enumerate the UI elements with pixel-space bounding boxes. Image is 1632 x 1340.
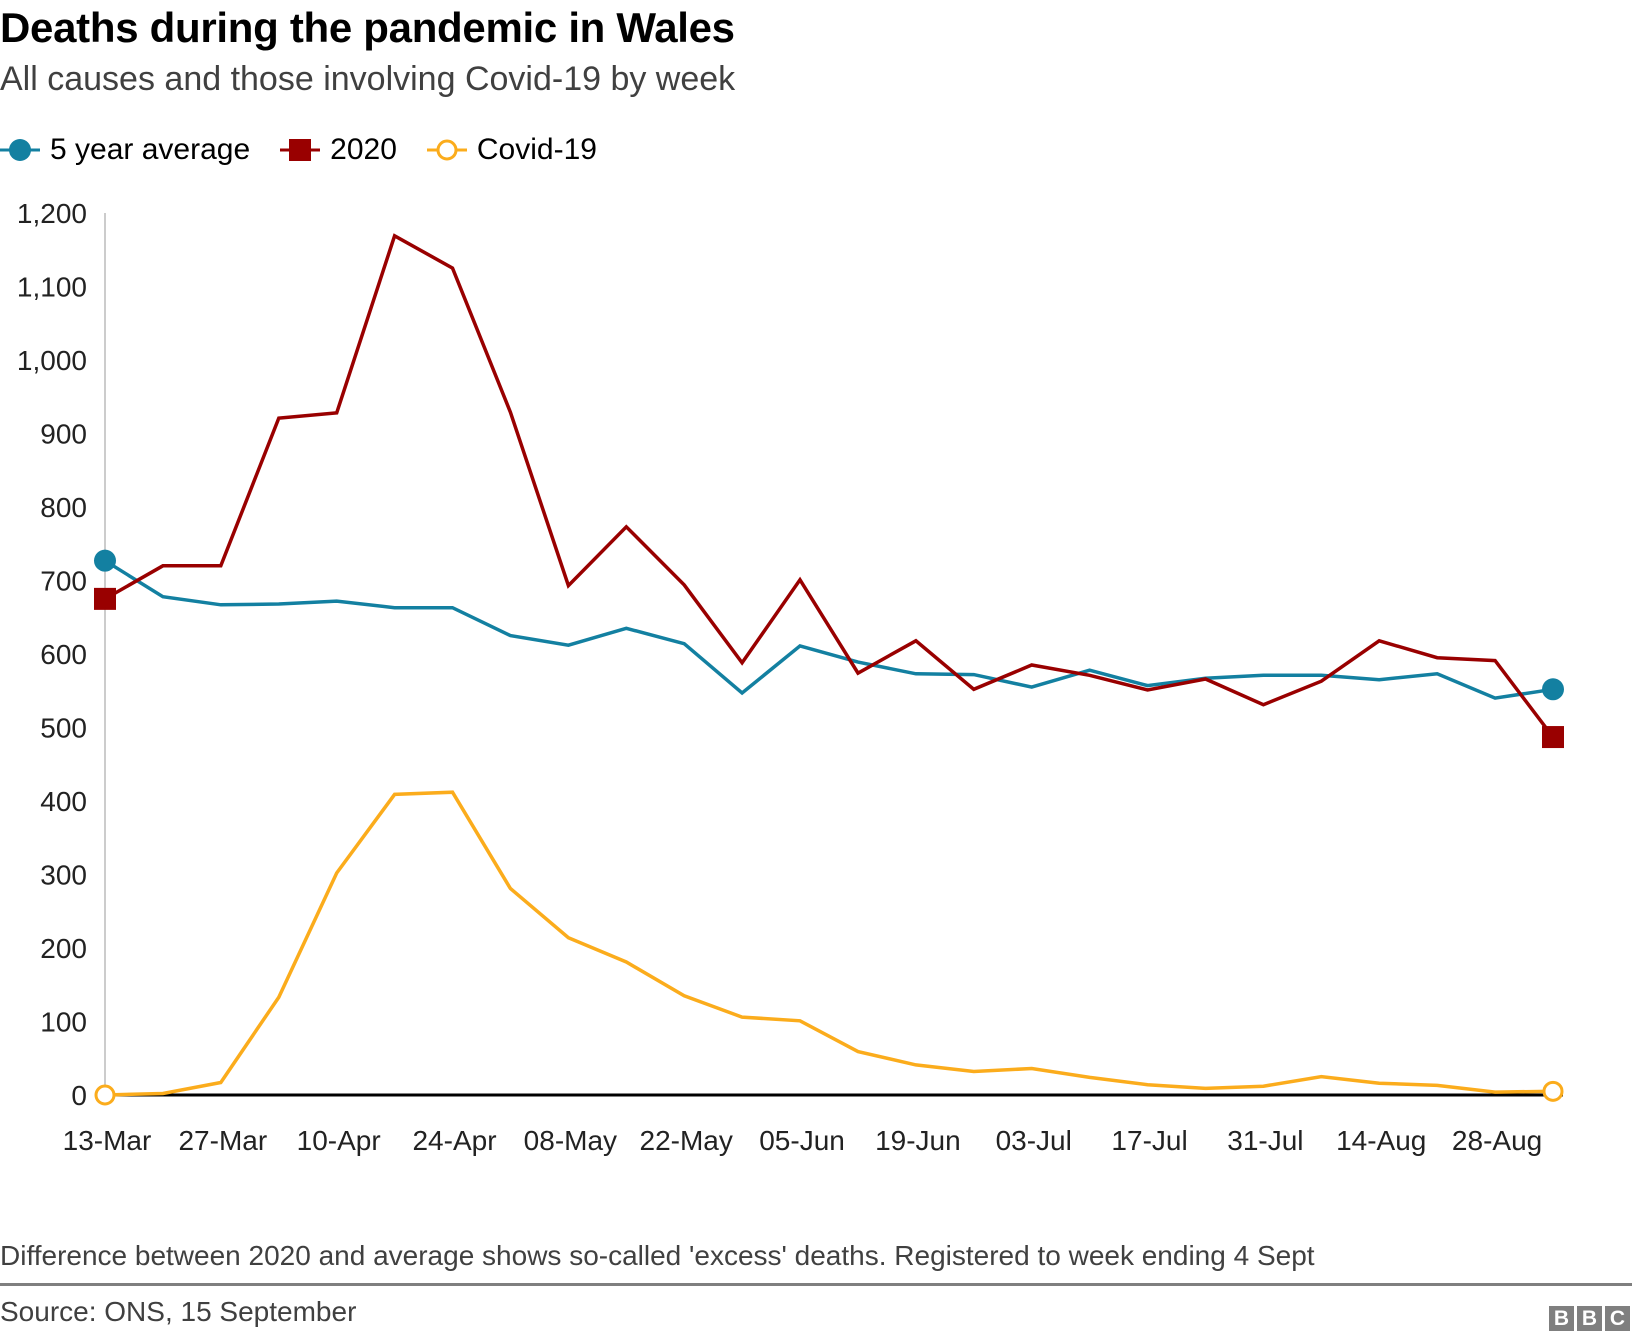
x-tick-label: 28-Aug bbox=[1452, 1125, 1542, 1156]
chart-subtitle: All causes and those involving Covid-19 … bbox=[0, 60, 736, 98]
x-tick-label: 27-Mar bbox=[178, 1125, 267, 1156]
series-line-2020 bbox=[104, 233, 1555, 739]
data-point-5-year-average bbox=[94, 549, 116, 572]
source-label: Source: ONS, 15 September bbox=[0, 1296, 357, 1327]
x-tick-label: 19-Jun bbox=[875, 1125, 961, 1156]
x-tick-label: 05-Jun bbox=[759, 1125, 845, 1156]
logo-letter: C bbox=[1605, 1306, 1630, 1331]
series-line-covid-19 bbox=[104, 790, 1554, 1097]
x-axis: 13-Mar 27-Mar 10-Apr 24-Apr 08-May 22-May 05-J… bbox=[63, 1093, 1563, 1156]
legend-label: 5 year average bbox=[50, 133, 251, 166]
x-tick-label: 22-May bbox=[640, 1125, 733, 1156]
bbc-logo: B B C bbox=[1549, 1306, 1630, 1331]
legend-item-5-year-average: 5 year average bbox=[0, 133, 250, 167]
data-point-5-year-average bbox=[1542, 678, 1564, 701]
x-tick-label: 24-Apr bbox=[412, 1125, 496, 1156]
y-tick-label: 100 bbox=[40, 1007, 87, 1038]
data-point-covid-19 bbox=[1542, 1080, 1564, 1102]
legend-item-covid-19: Covid-19 bbox=[426, 133, 597, 167]
y-tick-label: 300 bbox=[40, 860, 87, 891]
data-point-covid-19 bbox=[94, 1084, 116, 1106]
y-tick-label: 700 bbox=[40, 566, 87, 597]
legend-label: Covid-19 bbox=[476, 133, 597, 166]
logo-letter: B bbox=[1577, 1306, 1602, 1331]
circle-marker-icon bbox=[0, 139, 40, 161]
x-tick-label: 03-Jul bbox=[996, 1125, 1072, 1156]
series-line-5-year-average bbox=[104, 559, 1554, 700]
chart-title: Deaths during the pandemic in Wales bbox=[0, 4, 735, 51]
x-tick-label: 17-Jul bbox=[1111, 1125, 1187, 1156]
legend-item-2020: 2020 bbox=[280, 133, 397, 167]
x-tick-label: 13-Mar bbox=[63, 1125, 152, 1156]
y-tick-label: 800 bbox=[40, 492, 87, 523]
y-tick-label: 200 bbox=[40, 933, 87, 964]
logo-letter: B bbox=[1549, 1306, 1574, 1331]
data-point-2020 bbox=[94, 587, 116, 610]
footer-divider bbox=[0, 1283, 1632, 1286]
x-tick-label: 10-Apr bbox=[297, 1125, 381, 1156]
y-tick-label: 400 bbox=[40, 786, 87, 817]
series-layer bbox=[94, 233, 1564, 1106]
data-point-2020 bbox=[1542, 726, 1564, 749]
legend-label: 2020 bbox=[330, 133, 397, 166]
x-tick-label: 08-May bbox=[524, 1125, 617, 1156]
y-tick-label: 900 bbox=[40, 419, 87, 450]
y-tick-label: 1,200 bbox=[17, 198, 87, 229]
y-tick-label: 1,000 bbox=[17, 345, 87, 376]
footnote: Difference between 2020 and average show… bbox=[0, 1240, 1315, 1271]
x-tick-label: 31-Jul bbox=[1227, 1125, 1303, 1156]
y-tick-label: 500 bbox=[40, 713, 87, 744]
y-tick-label: 600 bbox=[40, 639, 87, 670]
square-marker-icon bbox=[280, 139, 321, 161]
open-circle-marker-icon bbox=[426, 139, 467, 161]
x-tick-label: 14-Aug bbox=[1336, 1125, 1426, 1156]
y-tick-label: 0 bbox=[71, 1080, 87, 1111]
y-axis: 0 100 200 300 400 500 600 700 800 900 1,000 1,100 1,… bbox=[17, 198, 106, 1111]
legend: 5 year average 2020 Covid-19 bbox=[0, 130, 627, 170]
y-tick-label: 1,100 bbox=[17, 272, 87, 303]
line-chart: 0 100 200 300 400 500 600 700 800 900 1,000 1,100 1,… bbox=[17, 198, 1564, 1156]
